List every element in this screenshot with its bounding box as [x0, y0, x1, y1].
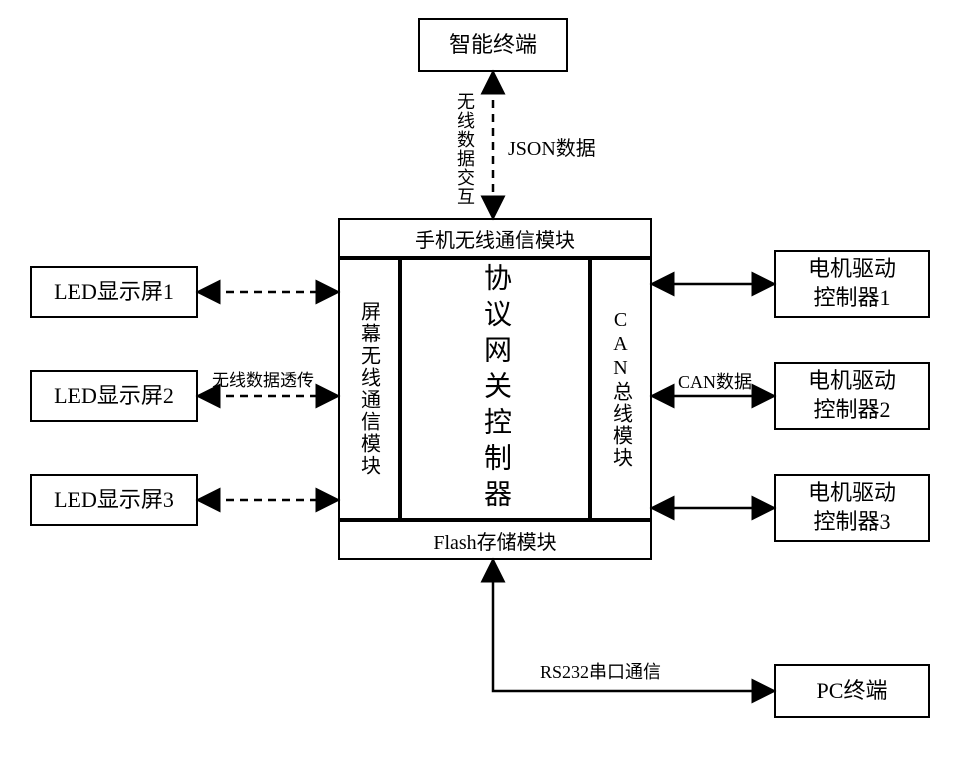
terminal-box: 智能终端 — [418, 18, 568, 72]
gateway-right-label: CAN总线模块 — [607, 309, 636, 469]
led2-label: LED显示屏2 — [54, 382, 174, 411]
gateway-bottom-label: Flash存储模块 — [433, 526, 556, 555]
led3-box: LED显示屏3 — [30, 474, 198, 526]
gateway-left-col: 屏幕无线通信模块 — [338, 258, 400, 520]
led1-label: LED显示屏1 — [54, 278, 174, 307]
gateway-mid-col: 协议网关控制器 — [400, 258, 590, 520]
gateway-left-label: 屏幕无线通信模块 — [355, 301, 384, 477]
terminal-label: 智能终端 — [449, 31, 537, 60]
edge-label-e_top-1: JSON数据 — [508, 132, 596, 161]
edge-label-e_pc-0: RS232串口通信 — [540, 658, 661, 684]
led2-box: LED显示屏2 — [30, 370, 198, 422]
motor2-box: 电机驱动 控制器2 — [774, 362, 930, 430]
motor3-label: 电机驱动 控制器3 — [808, 479, 896, 536]
led1-box: LED显示屏1 — [30, 266, 198, 318]
gateway-top-row: 手机无线通信模块 — [338, 218, 652, 258]
gateway-top-label: 手机无线通信模块 — [415, 224, 575, 253]
gateway-right-col: CAN总线模块 — [590, 258, 652, 520]
motor3-box: 电机驱动 控制器3 — [774, 474, 930, 542]
edge-label-e_top-0: 无线数据交互 — [452, 92, 478, 206]
motor1-box: 电机驱动 控制器1 — [774, 250, 930, 318]
pc-box: PC终端 — [774, 664, 930, 718]
motor1-label: 电机驱动 控制器1 — [808, 255, 896, 312]
gateway-bottom-row: Flash存储模块 — [338, 520, 652, 560]
edge-label-e_m2-0: CAN数据 — [678, 368, 752, 394]
pc-label: PC终端 — [817, 677, 888, 706]
gateway-mid-label: 协议网关控制器 — [475, 263, 515, 515]
led3-label: LED显示屏3 — [54, 486, 174, 515]
motor2-label: 电机驱动 控制器2 — [808, 367, 896, 424]
edge-label-e_led2-0: 无线数据透传 — [212, 366, 314, 391]
